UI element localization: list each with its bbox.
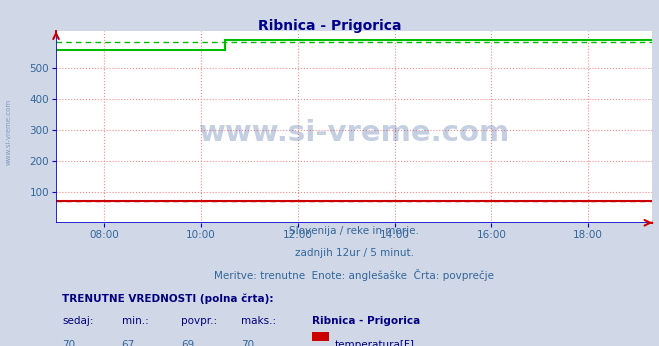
Text: www.si-vreme.com: www.si-vreme.com: [198, 119, 510, 147]
Text: sedaj:: sedaj:: [62, 316, 94, 326]
Text: maks.:: maks.:: [241, 316, 276, 326]
Text: temperatura[F]: temperatura[F]: [335, 340, 415, 346]
Text: zadnjih 12ur / 5 minut.: zadnjih 12ur / 5 minut.: [295, 248, 414, 258]
Text: Ribnica - Prigorica: Ribnica - Prigorica: [258, 19, 401, 33]
Text: 67: 67: [122, 340, 135, 346]
Text: 70: 70: [62, 340, 75, 346]
Text: povpr.:: povpr.:: [181, 316, 217, 326]
Text: www.si-vreme.com: www.si-vreme.com: [5, 98, 11, 165]
Bar: [312, 333, 329, 341]
Text: Slovenija / reke in morje.: Slovenija / reke in morje.: [289, 226, 419, 236]
Text: min.:: min.:: [122, 316, 148, 326]
Text: TRENUTNE VREDNOSTI (polna črta):: TRENUTNE VREDNOSTI (polna črta):: [62, 293, 273, 304]
Text: 69: 69: [181, 340, 194, 346]
Text: Meritve: trenutne  Enote: anglešaške  Črta: povprečje: Meritve: trenutne Enote: anglešaške Črta…: [214, 270, 494, 282]
Text: 70: 70: [241, 340, 254, 346]
Text: Ribnica - Prigorica: Ribnica - Prigorica: [312, 316, 420, 326]
